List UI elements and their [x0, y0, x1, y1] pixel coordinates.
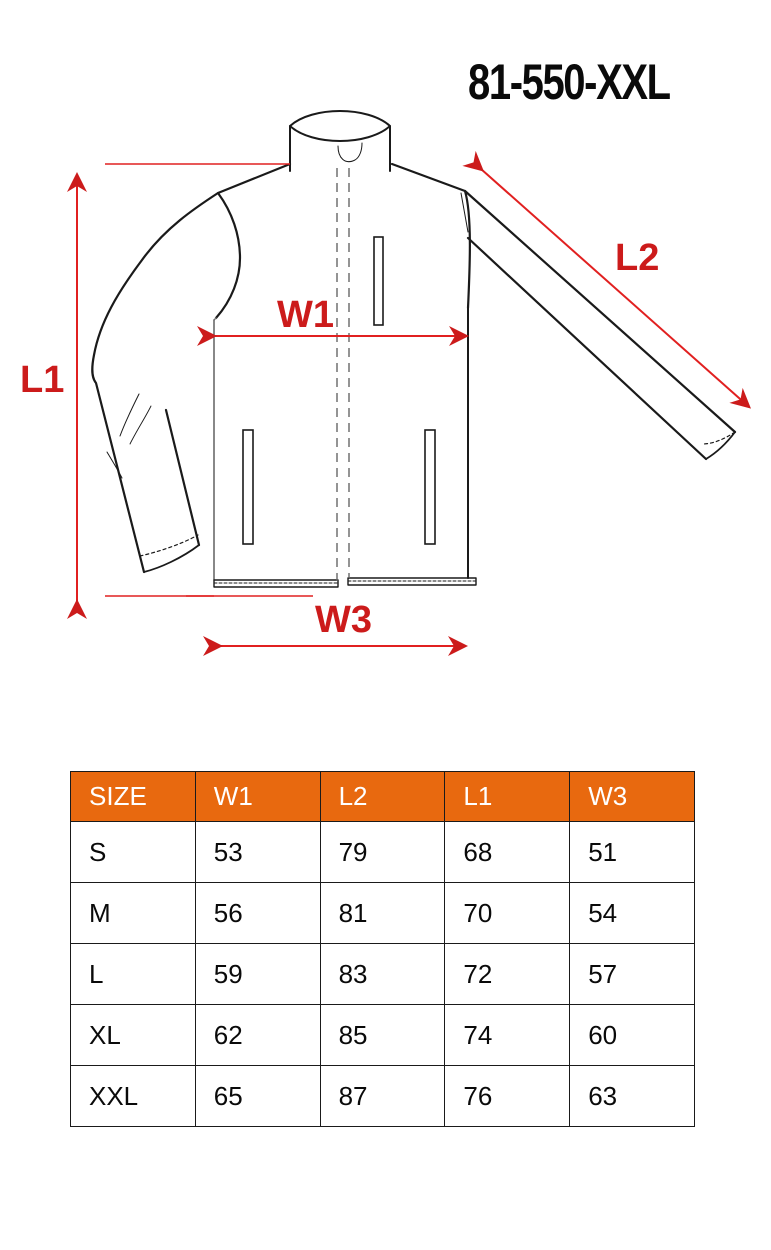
- svg-text:W3: W3: [315, 599, 372, 641]
- svg-text:L1: L1: [20, 359, 64, 401]
- svg-text:W1: W1: [277, 294, 334, 336]
- svg-text:L2: L2: [615, 237, 659, 279]
